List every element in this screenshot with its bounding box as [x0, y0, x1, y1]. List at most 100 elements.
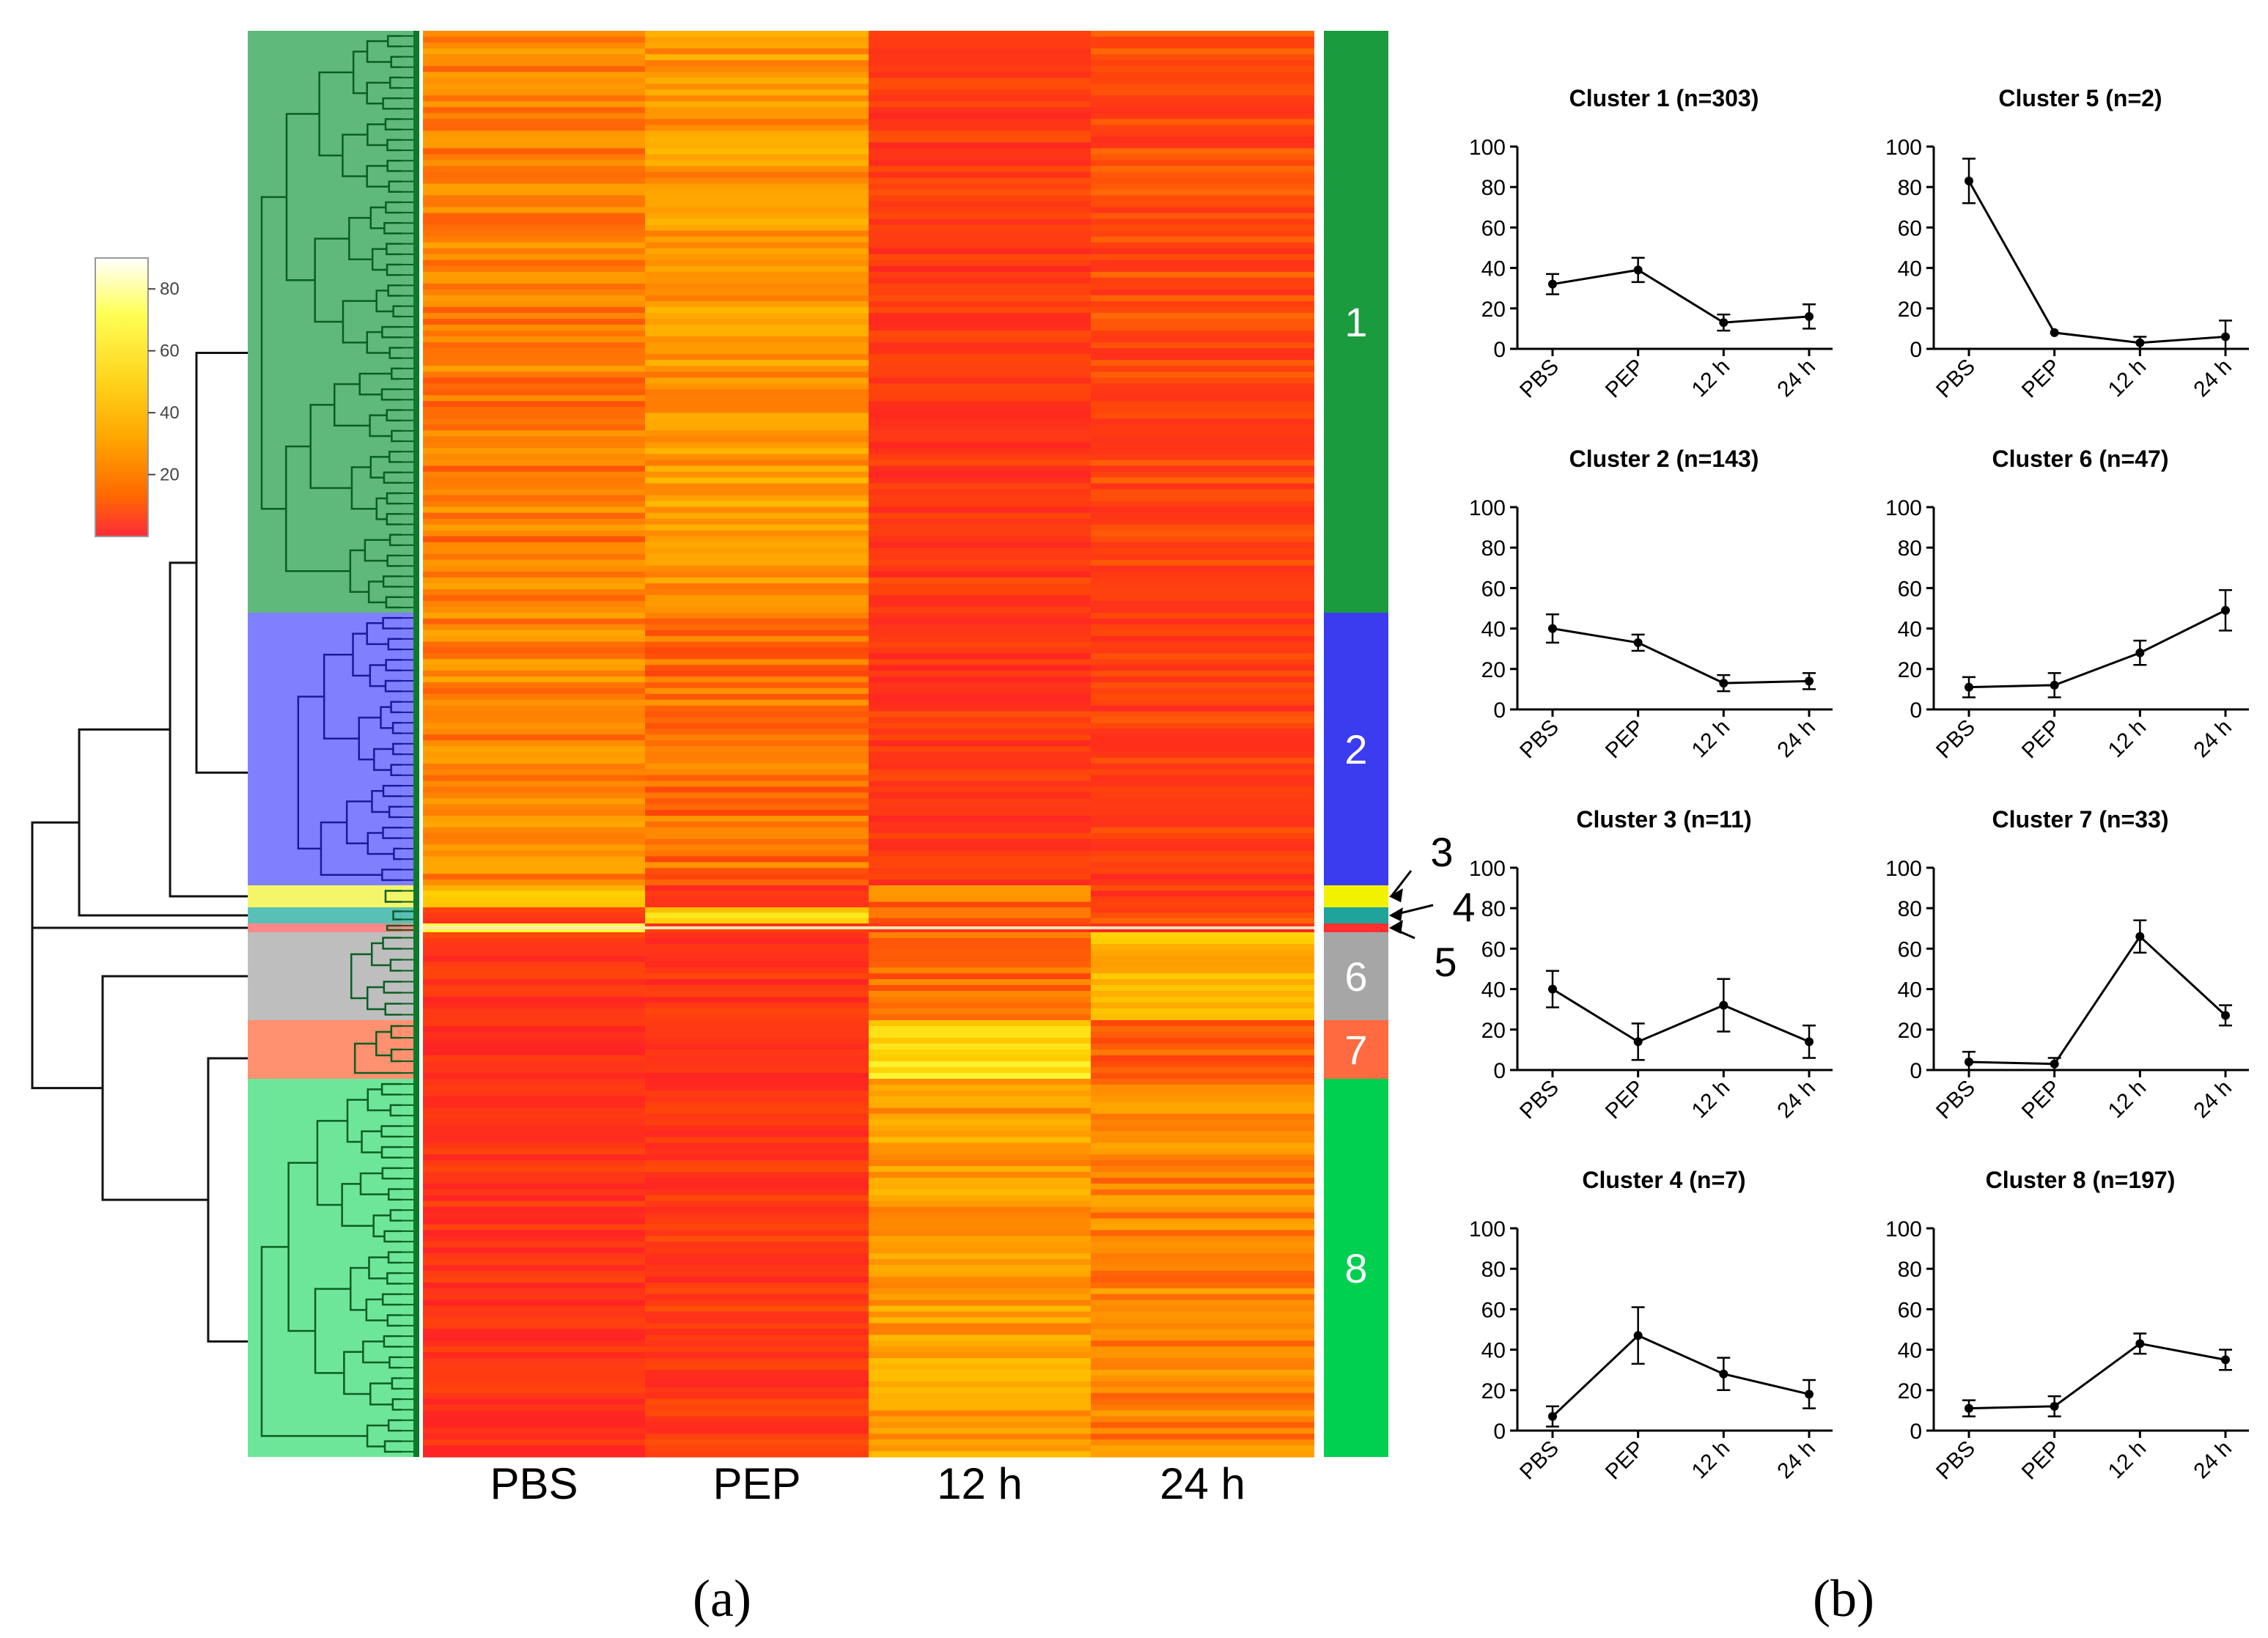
heatmap-cell — [423, 901, 645, 908]
cluster-bar-segment-6 — [1324, 932, 1388, 1020]
dendrogram-branch — [389, 1209, 402, 1222]
chart-title: Cluster 6 (n=47) — [1992, 446, 2169, 472]
heatmap-cell — [645, 1387, 869, 1394]
heatmap-cell — [869, 401, 1091, 407]
y-tick-label: 100 — [1885, 136, 1922, 160]
heatmap-cell — [1091, 630, 1314, 637]
dendrogram-branch — [366, 331, 390, 354]
heatmap-cell — [869, 48, 1091, 55]
heatmap-cell — [645, 1160, 869, 1167]
dendrogram-branch — [391, 721, 402, 734]
heatmap-cell — [869, 740, 1091, 747]
heatmap-cell — [869, 1230, 1091, 1236]
heatmap-cell — [645, 465, 869, 473]
heatmap-cell — [869, 495, 1091, 502]
heatmap-cell — [869, 991, 1091, 997]
heatmap-cell — [423, 606, 645, 613]
heatmap-cell — [423, 1049, 645, 1056]
heatmap-cell — [645, 1381, 869, 1388]
heatmap-cell — [1091, 635, 1314, 643]
heatmap-cell — [645, 1212, 869, 1220]
heatmap-cell — [423, 148, 645, 155]
heatmap-cell — [645, 166, 869, 173]
heatmap-cell — [645, 436, 869, 443]
cluster-bar-segment-7 — [1324, 1020, 1388, 1079]
heatmap-cell — [1091, 890, 1314, 897]
heatmap-cell — [645, 43, 869, 49]
heatmap-cell — [645, 856, 869, 863]
heatmap-cell — [869, 1055, 1091, 1062]
dendrogram-branch — [391, 1398, 402, 1411]
heatmap-cell — [869, 932, 1091, 939]
dendrogram-shade-cluster-7 — [248, 1020, 413, 1079]
heatmap-cell — [869, 705, 1091, 712]
heatmap-cell — [645, 1102, 869, 1109]
heatmap-cell — [423, 991, 645, 997]
heatmap-cell — [645, 236, 869, 243]
heatmap-cell — [645, 653, 869, 660]
data-point — [2221, 1011, 2230, 1020]
heatmap-cell — [1091, 798, 1314, 805]
heatmap-cell — [423, 254, 645, 261]
cluster-bar-segment-1 — [1324, 31, 1388, 613]
heatmap-cell — [423, 1102, 645, 1109]
heatmap-cell — [645, 798, 869, 805]
heatmap-cell — [1091, 136, 1314, 143]
heatmap-cell — [869, 1183, 1091, 1190]
heatmap-cell — [423, 711, 645, 718]
heatmap-cell — [869, 1416, 1091, 1423]
heatmap-cell — [645, 401, 869, 407]
heatmap-cell — [645, 512, 869, 520]
heatmap-cell — [869, 436, 1091, 443]
heatmap-cell — [1091, 844, 1314, 852]
dendrogram-branch — [389, 1104, 402, 1117]
dendrogram-branch — [389, 534, 402, 547]
heatmap-cell — [645, 207, 869, 214]
heatmap-cell — [1091, 775, 1314, 782]
heatmap-cell — [423, 1113, 645, 1121]
x-tick-label: PEP — [2017, 715, 2066, 764]
heatmap-cell — [1091, 283, 1314, 290]
heatmap-cell — [869, 600, 1091, 608]
x-tick-label: 12 h — [1687, 355, 1735, 402]
dendrogram-branch — [386, 139, 402, 152]
heatmap-cell — [645, 142, 869, 149]
dendrogram-branch — [342, 300, 377, 344]
dendrogram-branch — [387, 284, 402, 297]
cluster-bar-label-7: 7 — [1344, 1027, 1367, 1073]
heatmap-cell — [423, 271, 645, 278]
x-tick-label: PBS — [1515, 1076, 1564, 1124]
heatmap-cell — [869, 183, 1091, 191]
heatmap-cell — [423, 1352, 645, 1359]
series-line — [1551, 1334, 1810, 1417]
heatmap-cell — [423, 1008, 645, 1015]
heatmap-cell — [869, 723, 1091, 729]
heatmap-cell — [423, 436, 645, 443]
heatmap-cell — [1091, 295, 1314, 302]
heatmap-cell — [645, 254, 869, 261]
heatmap-cell — [1091, 1177, 1314, 1184]
y-tick-label: 0 — [1493, 1420, 1506, 1444]
heatmap-cell — [1091, 1410, 1314, 1417]
heatmap-cell — [1091, 1154, 1314, 1161]
heatmap-cell — [423, 635, 645, 643]
heatmap-cell — [1091, 1067, 1314, 1074]
heatmap-column-labels: PBS PEP 12 h 24 h — [490, 1459, 1245, 1508]
heatmap-cell — [869, 1073, 1091, 1080]
heatmap-cell — [869, 979, 1091, 986]
heatmap-cell — [645, 471, 869, 479]
data-point — [1548, 1412, 1557, 1421]
heatmap-cell — [645, 932, 869, 939]
heatmap-cell — [869, 377, 1091, 384]
heatmap-cell — [1091, 84, 1314, 90]
heatmap-cell — [869, 1224, 1091, 1231]
heatmap-cell — [1091, 606, 1314, 613]
heatmap-cell — [1091, 1020, 1314, 1027]
heatmap-cell — [423, 383, 645, 390]
heatmap-cell — [645, 1020, 869, 1027]
heatmap-cell — [869, 1166, 1091, 1173]
data-point — [1633, 1037, 1643, 1047]
heatmap-cell — [645, 37, 869, 43]
heatmap-cell — [1091, 583, 1314, 590]
heatmap-cell — [1091, 1119, 1314, 1126]
